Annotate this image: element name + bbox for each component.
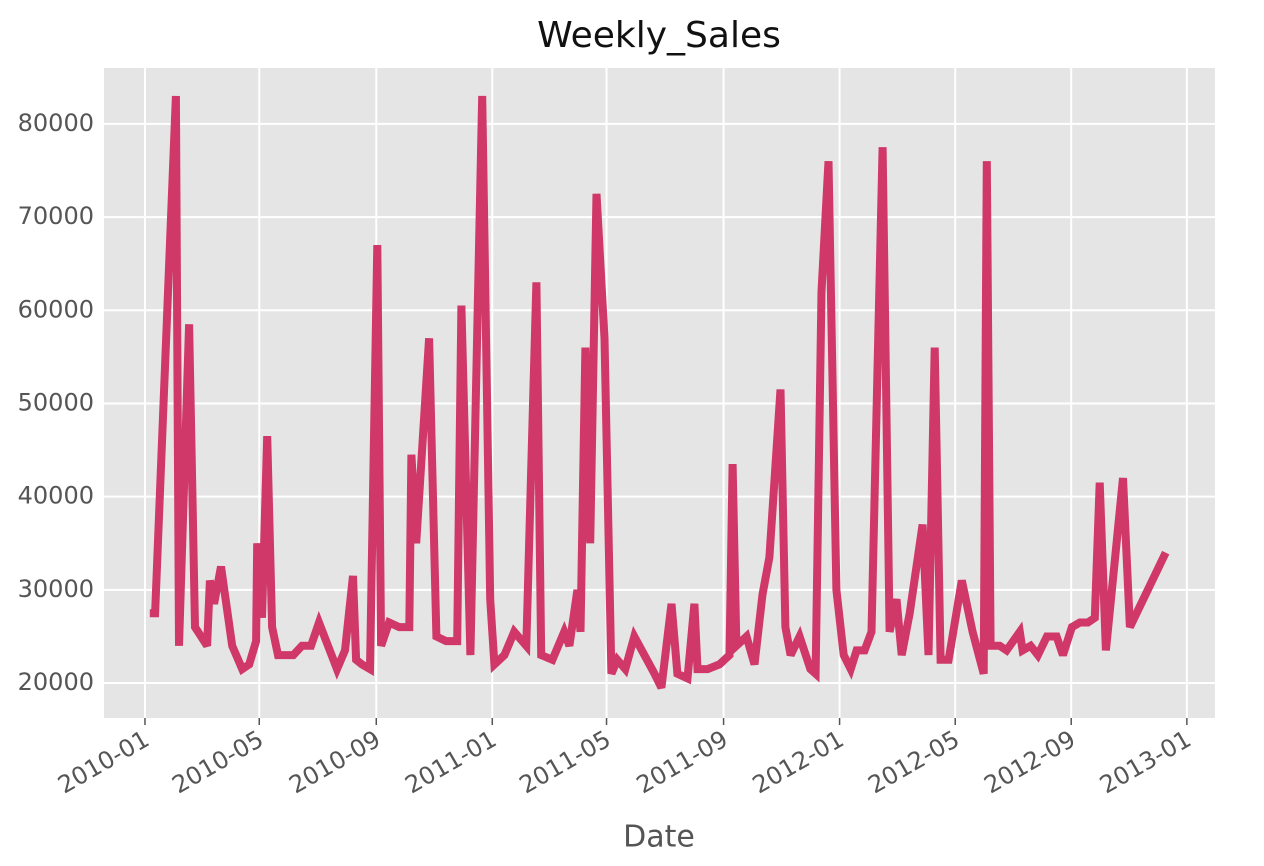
- y-tick-label: 20000: [18, 668, 94, 696]
- chart-title: Weekly_Sales: [537, 15, 781, 56]
- y-tick-label: 40000: [18, 482, 94, 510]
- y-tick-label: 30000: [18, 575, 94, 603]
- x-axis-label: Date: [623, 820, 695, 855]
- line: [149, 95, 1170, 690]
- x-tick-label: 2012-01: [748, 725, 849, 799]
- y-tick-label: 80000: [18, 109, 94, 137]
- x-tick-label: 2012-05: [863, 725, 964, 799]
- x-tick-label: 2011-09: [632, 725, 733, 799]
- x-tick-label: 2011-01: [400, 725, 501, 799]
- x-tick-label: 2012-09: [979, 725, 1080, 799]
- x-tick-label: 2010-09: [284, 725, 385, 799]
- plot-area: [104, 68, 1215, 718]
- x-tick-label: 2010-01: [53, 725, 154, 799]
- y-tick-label: 70000: [18, 202, 94, 230]
- x-tick-label: 2013-01: [1095, 725, 1196, 799]
- y-tick-label: 60000: [18, 295, 94, 323]
- y-tick-label: 50000: [18, 388, 94, 416]
- x-tick-label: 2011-05: [515, 725, 616, 799]
- x-tick-label: 2010-05: [167, 725, 268, 799]
